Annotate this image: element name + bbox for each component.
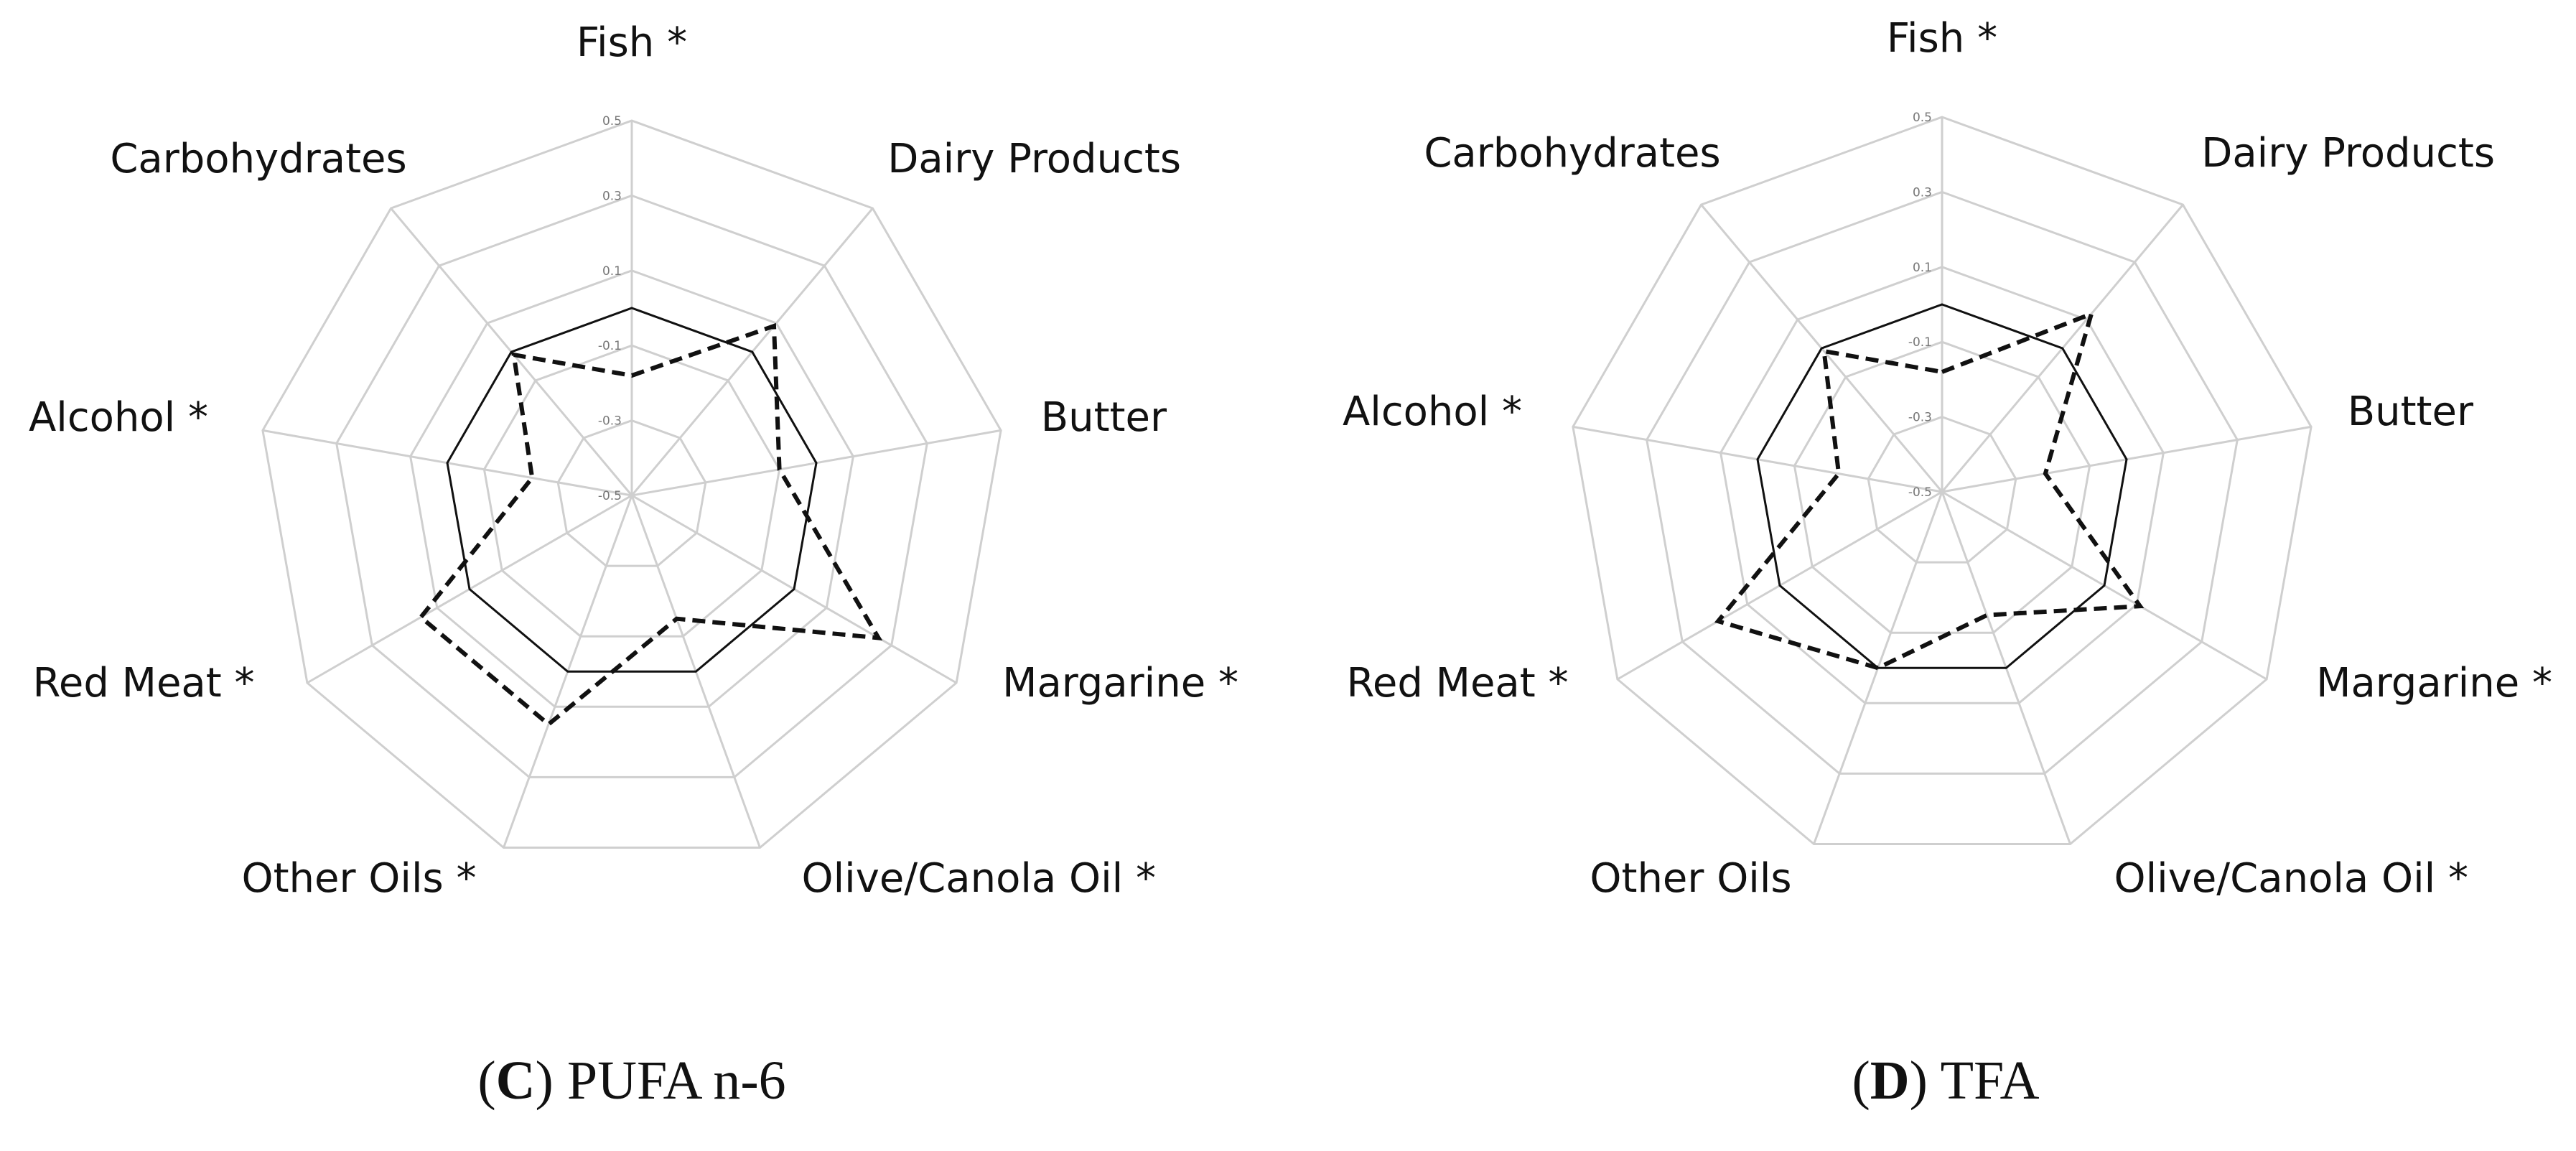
grid-ring-0	[261, 119, 1002, 849]
axis-label: Dairy Products	[2201, 130, 2495, 177]
tick-label: -0.5	[1908, 485, 1932, 500]
grid-ring-4	[1867, 416, 2017, 564]
axis-label: Butter	[1041, 394, 1167, 441]
tick-label: 0.1	[1913, 261, 1932, 275]
axis-label: Carbohydrates	[110, 136, 406, 182]
axis-label: Butter	[2348, 388, 2474, 435]
axis-label: Alcohol *	[29, 394, 208, 441]
tick-label: 0.1	[602, 264, 622, 279]
axis-label: Fish *	[577, 19, 687, 66]
axis-label: Olive/Canola Oil *	[802, 855, 1157, 902]
grid-ring-4	[556, 419, 707, 567]
grid-ring-3	[482, 344, 781, 638]
grid-ring-0	[1572, 116, 2313, 845]
tick-label: -0.3	[1908, 411, 1932, 425]
grid-ring-1	[335, 194, 928, 778]
grid-ring-2	[1719, 266, 2165, 704]
radar-panel-c: 0.5 0.3 0.1 -0.1 -0.3 -0.5 Fish * Dairy Product…	[29, 19, 1238, 902]
series-line-dashed	[418, 322, 883, 727]
tick-label: 0.5	[602, 114, 622, 129]
tick-label: -0.3	[598, 414, 622, 429]
axis-label: Dairy Products	[887, 136, 1181, 182]
tick-label: -0.1	[1908, 335, 1932, 350]
panel-caption-d: (D) TFA	[1852, 1050, 2039, 1111]
panel-letter-c: C	[496, 1050, 536, 1111]
axis-label: Other Oils	[1590, 855, 1791, 902]
axis-label: Alcohol *	[1343, 388, 1522, 435]
axis-label: Carbohydrates	[1424, 130, 1720, 177]
tick-label: 0.3	[1913, 185, 1932, 200]
axis-label: Red Meat *	[32, 660, 254, 707]
series-line-solid	[446, 307, 818, 673]
axis-label: Margarine *	[2316, 660, 2552, 707]
tick-label: 0.3	[602, 189, 622, 203]
panel-title-d: TFA	[1941, 1050, 2040, 1111]
axis-label: Olive/Canola Oil *	[2114, 855, 2469, 902]
panel-caption-c: (C) PUFA n-6	[477, 1050, 785, 1111]
series-line-solid	[1756, 303, 2128, 669]
panel-title-c: PUFA n-6	[567, 1050, 786, 1111]
radar-panel-d: 0.5 0.3 0.1 -0.1 -0.3 -0.5 Fish * Dairy Product…	[1343, 15, 2552, 902]
tick-label: -0.1	[598, 339, 622, 353]
series-line-dashed	[1714, 310, 2145, 671]
panel-letter-d: D	[1870, 1050, 1910, 1111]
axis-label: Fish *	[1887, 15, 1997, 62]
grid-ring-2	[409, 269, 854, 708]
grid-ring-3	[1793, 340, 2091, 634]
tick-label: 0.5	[1913, 111, 1932, 125]
axis-label: Other Oils *	[242, 855, 477, 902]
axis-label: Red Meat *	[1346, 660, 1568, 707]
axis-label: Margarine *	[1002, 660, 1238, 707]
grid-ring-1	[1646, 190, 2239, 775]
tick-label: -0.5	[598, 489, 622, 503]
